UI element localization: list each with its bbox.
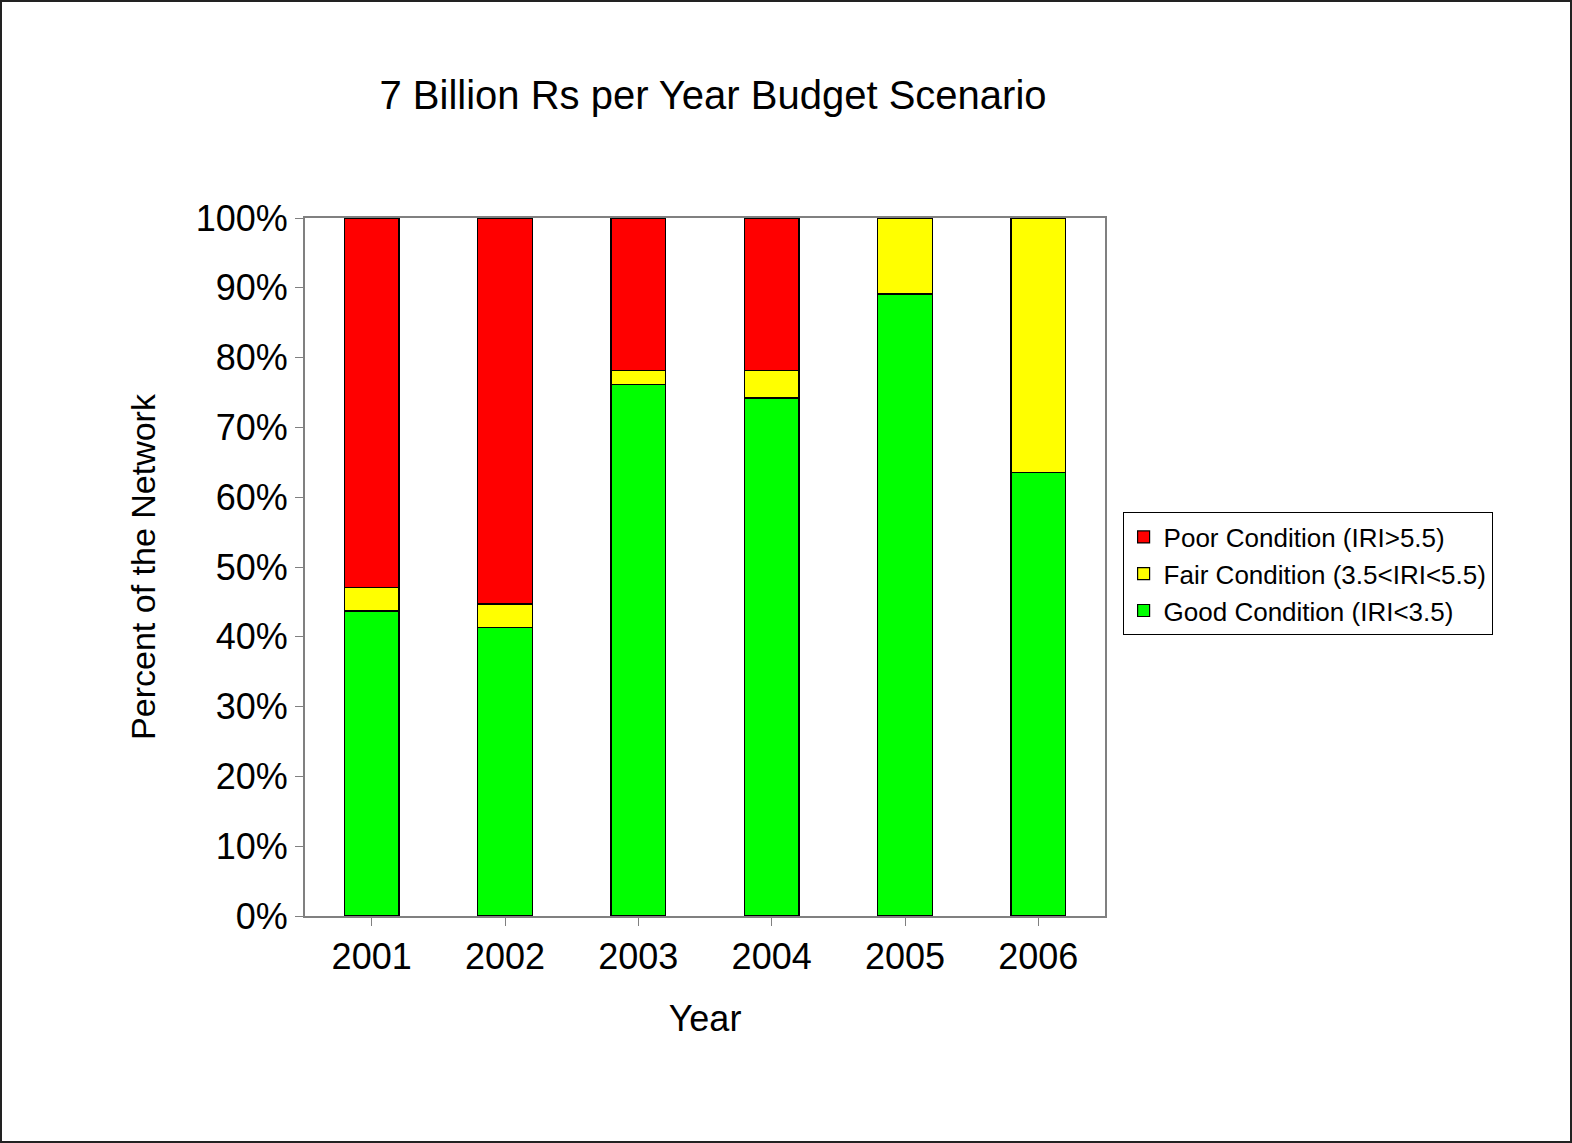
svg-text:10%: 10% (216, 826, 288, 867)
svg-text:60%: 60% (216, 477, 288, 518)
svg-text:Poor Condition (IRI>5.5): Poor Condition (IRI>5.5) (1164, 523, 1445, 553)
svg-text:Year: Year (669, 998, 742, 1039)
svg-text:2001: 2001 (332, 936, 412, 977)
svg-text:0%: 0% (236, 896, 288, 937)
svg-text:Good Condition (IRI<3.5): Good Condition (IRI<3.5) (1164, 597, 1454, 627)
svg-text:2006: 2006 (998, 936, 1078, 977)
svg-text:2002: 2002 (465, 936, 545, 977)
svg-text:7 Billion Rs per Year Budget S: 7 Billion Rs per Year Budget Scenario (379, 73, 1046, 117)
svg-text:20%: 20% (216, 756, 288, 797)
svg-text:50%: 50% (216, 547, 288, 588)
svg-text:2004: 2004 (732, 936, 812, 977)
svg-text:90%: 90% (216, 267, 288, 308)
svg-text:70%: 70% (216, 407, 288, 448)
svg-text:100%: 100% (196, 198, 288, 239)
svg-text:2005: 2005 (865, 936, 945, 977)
svg-text:2003: 2003 (598, 936, 678, 977)
svg-text:30%: 30% (216, 686, 288, 727)
svg-text:Percent of the Network: Percent of the Network (124, 393, 162, 740)
svg-text:80%: 80% (216, 337, 288, 378)
svg-text:Fair Condition (3.5<IRI<5.5): Fair Condition (3.5<IRI<5.5) (1164, 560, 1486, 590)
svg-text:40%: 40% (216, 616, 288, 657)
